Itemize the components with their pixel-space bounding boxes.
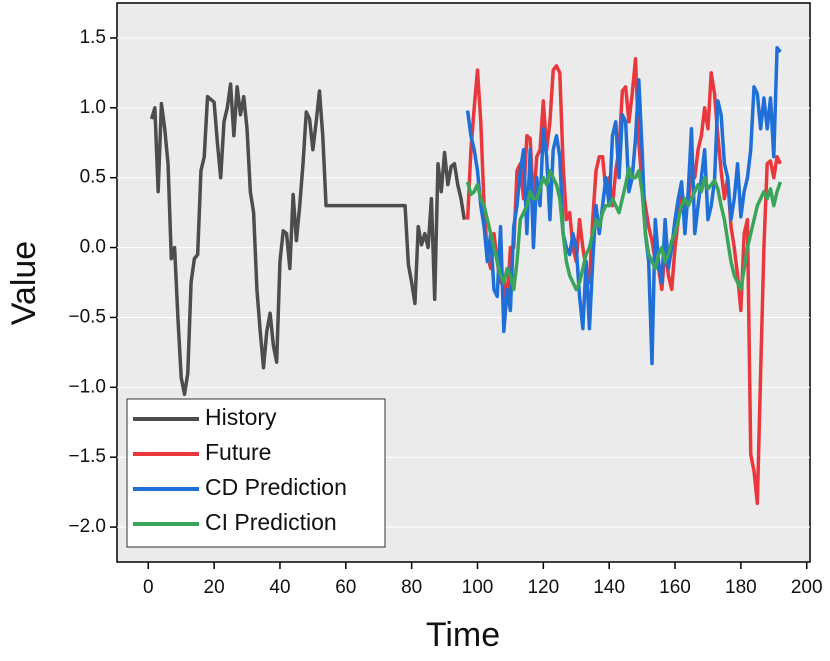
legend-label: CD Prediction: [205, 474, 347, 500]
series-line: [149, 82, 467, 397]
y-axis-title: Value: [5, 241, 43, 325]
series-line: [465, 45, 782, 366]
y-tick-label: 1.0: [80, 97, 106, 118]
x-tick-label: 180: [725, 577, 757, 598]
y-tick-label: 0.5: [80, 167, 106, 188]
x-tick-label: 0: [143, 577, 154, 598]
y-tick-label: −1.5: [68, 446, 106, 467]
legend-label: CI Prediction: [205, 509, 337, 535]
y-tick-label: 0.0: [80, 237, 106, 258]
x-tick-label: 40: [269, 577, 290, 598]
x-tick-label: 60: [335, 577, 356, 598]
series-line: [465, 166, 783, 292]
y-tick-label: 1.5: [80, 27, 106, 48]
x-tick-label: 80: [401, 577, 422, 598]
y-tick-label: −1.0: [68, 376, 106, 397]
x-axis-title: Time: [426, 616, 500, 654]
y-tick-label: −0.5: [68, 306, 106, 327]
y-tick-label: −2.0: [68, 516, 106, 537]
legend-label: History: [205, 404, 277, 430]
x-tick-label: 140: [593, 577, 625, 598]
x-tick-label: 20: [204, 577, 225, 598]
x-tick-label: 100: [462, 577, 494, 598]
x-tick-label: 160: [659, 577, 691, 598]
x-tick-label: 120: [527, 577, 559, 598]
x-tick-label: 200: [791, 577, 823, 598]
legend-label: Future: [205, 439, 271, 465]
